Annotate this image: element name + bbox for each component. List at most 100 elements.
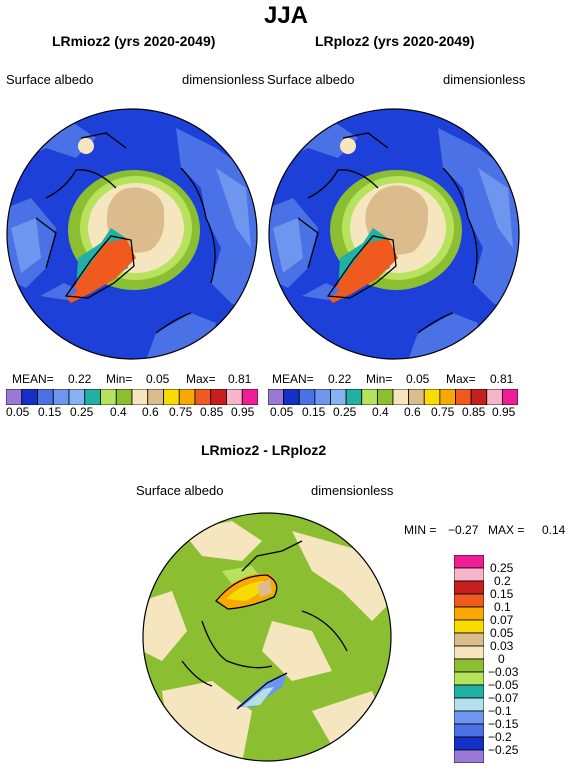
- right-tick: 0.85: [462, 405, 486, 419]
- right-panel-title: LRploz2 (yrs 2020-2049): [315, 33, 475, 49]
- right-colorbar-swatch: [298, 389, 316, 405]
- diff-colorbar-swatch: [454, 736, 484, 751]
- right-colorbar-swatch: [345, 389, 363, 405]
- left-colorbar-swatch: [163, 389, 180, 405]
- diff-colorbar-swatch: [454, 684, 484, 699]
- left-colorbar-swatch: [178, 389, 196, 405]
- left-variable-label: Surface albedo: [6, 72, 94, 87]
- diff-colorbar-swatch: [454, 567, 484, 582]
- right-colorbar-ticks: 0.05 0.15 0.25 0.4 0.6 0.75 0.85 0.95: [268, 405, 520, 421]
- right-tick: 0.15: [302, 405, 326, 419]
- diff-map: [142, 512, 392, 762]
- diff-colorbar-swatch: [454, 580, 484, 595]
- left-units-label: dimensionless: [182, 72, 265, 87]
- left-colorbar-swatch: [21, 389, 38, 405]
- left-tick: 0.75: [169, 405, 193, 419]
- diff-tick: 0.07: [490, 613, 514, 627]
- diff-max-value: 0.14: [542, 523, 566, 537]
- left-min-label: Min=: [106, 372, 133, 386]
- left-tick: 0.05: [6, 405, 30, 419]
- diff-tick: −0.05: [488, 678, 519, 692]
- diff-tick: 0.25: [490, 561, 514, 575]
- left-tick: 0.85: [200, 405, 224, 419]
- left-min-value: 0.05: [146, 372, 170, 386]
- right-colorbar-swatch: [423, 389, 441, 405]
- diff-colorbar-swatch: [454, 593, 484, 608]
- diff-min-value: −0.27: [448, 523, 479, 537]
- diff-min-label: MIN =: [404, 523, 437, 537]
- left-colorbar-swatch: [115, 389, 133, 405]
- left-colorbar-swatch: [68, 389, 86, 405]
- right-colorbar-swatch: [486, 389, 503, 405]
- right-tick: 0.25: [333, 405, 357, 419]
- left-mean-label: MEAN=: [12, 372, 54, 386]
- left-map: [6, 108, 258, 360]
- right-mean-label: MEAN=: [272, 372, 314, 386]
- diff-tick: −0.25: [488, 743, 519, 757]
- diff-tick: −0.1: [488, 704, 512, 718]
- right-tick: 0.75: [431, 405, 455, 419]
- right-min-value: 0.05: [406, 372, 430, 386]
- diff-colorbar-swatch: [454, 671, 484, 686]
- right-colorbar-swatch: [268, 389, 285, 405]
- left-colorbar-swatch: [226, 389, 243, 405]
- right-map: [268, 108, 520, 360]
- diff-tick: 0.1: [494, 600, 511, 614]
- left-colorbar-swatch: [131, 389, 149, 405]
- diff-tick: 0.15: [490, 587, 514, 601]
- diff-colorbar: [454, 555, 484, 763]
- right-colorbar-swatch: [376, 389, 394, 405]
- right-colorbar-swatch: [330, 389, 347, 405]
- diff-tick: −0.2: [488, 730, 512, 744]
- left-colorbar-swatch: [37, 389, 54, 405]
- left-max-value: 0.81: [228, 372, 252, 386]
- left-colorbar: [6, 389, 258, 405]
- diff-colorbar-ticks: 0.25 0.2 0.15 0.1 0.07 0.05 0.03 0 −0.03…: [488, 555, 548, 770]
- left-colorbar-swatch: [210, 389, 227, 405]
- right-colorbar-swatch: [283, 389, 300, 405]
- right-tick: 0.95: [492, 405, 516, 419]
- right-max-label: Max=: [446, 372, 476, 386]
- left-mean-value: 0.22: [68, 372, 92, 386]
- left-tick: 0.4: [110, 405, 127, 419]
- diff-colorbar-swatch: [454, 697, 484, 712]
- left-colorbar-swatch: [84, 389, 101, 405]
- right-colorbar-swatch: [408, 389, 425, 405]
- diff-colorbar-swatch: [454, 658, 484, 673]
- right-colorbar-swatch: [392, 389, 410, 405]
- diff-tick: 0.2: [494, 574, 511, 588]
- diff-colorbar-swatch: [454, 645, 484, 660]
- right-colorbar: [268, 389, 518, 405]
- right-max-value: 0.81: [490, 372, 514, 386]
- right-colorbar-swatch: [501, 389, 518, 405]
- diff-max-label: MAX =: [488, 523, 525, 537]
- left-max-label: Max=: [186, 372, 216, 386]
- right-colorbar-swatch: [439, 389, 456, 405]
- right-colorbar-swatch: [361, 389, 378, 405]
- left-colorbar-swatch: [194, 389, 212, 405]
- right-mean-value: 0.22: [328, 372, 352, 386]
- diff-tick: −0.03: [488, 665, 519, 679]
- right-variable-label: Surface albedo: [267, 72, 355, 87]
- diff-tick: 0.03: [490, 639, 514, 653]
- left-panel-title: LRmioz2 (yrs 2020-2049): [52, 33, 216, 49]
- right-tick: 0.6: [404, 405, 421, 419]
- left-colorbar-swatch: [147, 389, 164, 405]
- diff-tick: −0.15: [488, 717, 519, 731]
- left-colorbar-swatch: [100, 389, 117, 405]
- diff-tick: −0.07: [488, 691, 519, 705]
- right-min-label: Min=: [366, 372, 393, 386]
- left-colorbar-swatch: [6, 389, 23, 405]
- diff-colorbar-swatch: [454, 619, 484, 634]
- diff-colorbar-swatch: [454, 723, 484, 738]
- diff-variable-label: Surface albedo: [136, 483, 224, 498]
- left-colorbar-ticks: 0.05 0.15 0.25 0.4 0.6 0.75 0.85 0.95: [6, 405, 258, 421]
- diff-colorbar-swatch: [454, 749, 484, 763]
- diff-panel-title: LRmioz2 - LRploz2: [201, 442, 327, 458]
- right-tick: 0.4: [372, 405, 389, 419]
- left-tick: 0.25: [70, 405, 94, 419]
- diff-units-label: dimensionless: [311, 483, 394, 498]
- left-tick: 0.15: [38, 405, 62, 419]
- right-colorbar-swatch: [470, 389, 488, 405]
- right-colorbar-swatch: [314, 389, 331, 405]
